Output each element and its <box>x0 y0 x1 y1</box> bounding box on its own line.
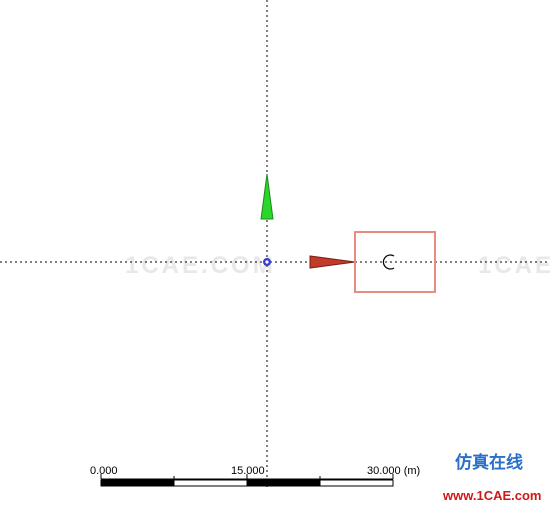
ruler-label-0: 0.000 <box>90 465 118 477</box>
model-canvas <box>0 0 550 507</box>
y-axis-arrow <box>261 174 273 219</box>
ruler-label-end: 30.000 (m) <box>367 465 420 477</box>
watermark-site-text: 仿真在线 <box>455 448 523 473</box>
ruler-label-mid: 15.000 <box>231 465 265 477</box>
watermark-site-url: www.1CAE.com <box>443 488 541 503</box>
x-axis-arrow <box>310 256 355 268</box>
eye-marker-icon <box>383 255 394 269</box>
origin-marker-inner <box>265 260 268 263</box>
